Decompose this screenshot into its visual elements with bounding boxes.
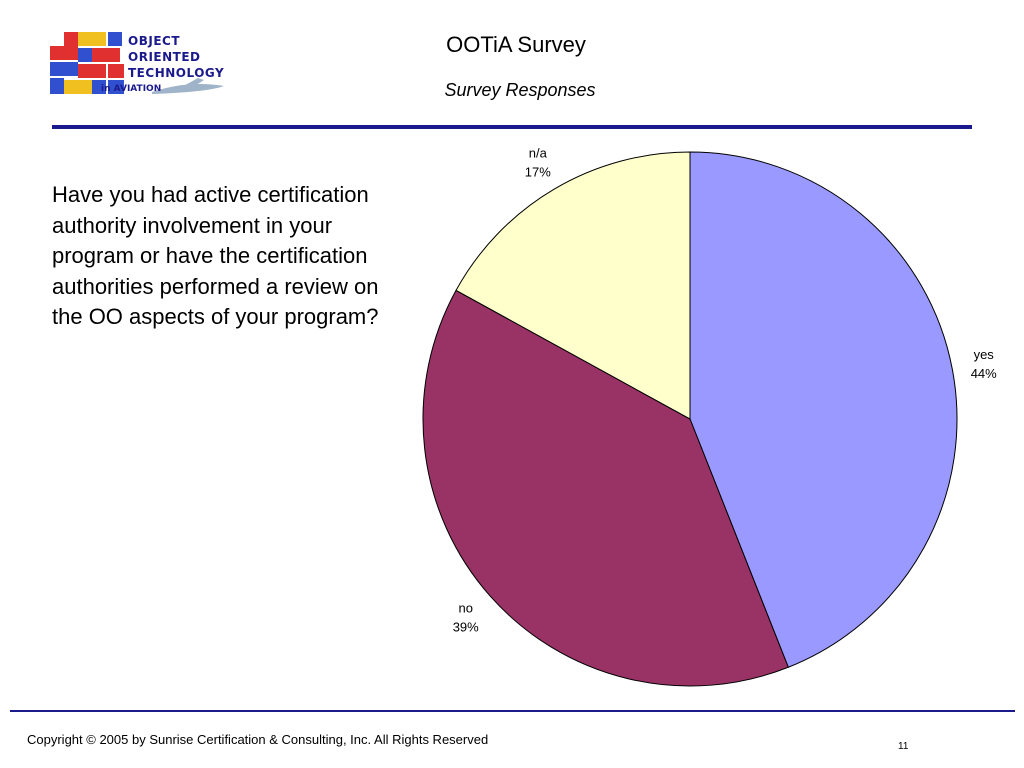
logo-subtext: in AVIATION	[101, 84, 162, 94]
slice-label: no	[458, 601, 472, 616]
logo-line: ORIENTED	[128, 50, 201, 64]
header-divider	[52, 125, 972, 129]
logo-line: OBJECT	[128, 34, 181, 48]
slice-label: n/a	[529, 146, 548, 161]
logo-bricks-icon	[50, 32, 224, 94]
slice-label: yes	[974, 347, 995, 362]
pie-slice-na	[455, 151, 691, 420]
slice-percent-label: 39%	[453, 620, 479, 635]
pie-slice-yes	[689, 151, 958, 668]
survey-question: Have you had active certification author…	[52, 182, 379, 329]
pie-slice-no	[422, 289, 789, 687]
slide-title: OOTiA Survey	[446, 32, 586, 57]
ootia-logo	[48, 30, 228, 100]
slide-subtitle: Survey Responses	[444, 80, 596, 100]
page-number: 11	[898, 741, 909, 752]
logo-text: OBJECT ORIENTED TECHNOLOGY	[128, 33, 224, 81]
footer-divider	[10, 710, 1015, 712]
slice-percent-label: 44%	[971, 366, 997, 381]
logo-line: TECHNOLOGY	[128, 66, 225, 80]
copyright-text: Copyright © 2005 by Sunrise Certificatio…	[27, 732, 489, 747]
slice-percent-label: 17%	[525, 165, 551, 180]
